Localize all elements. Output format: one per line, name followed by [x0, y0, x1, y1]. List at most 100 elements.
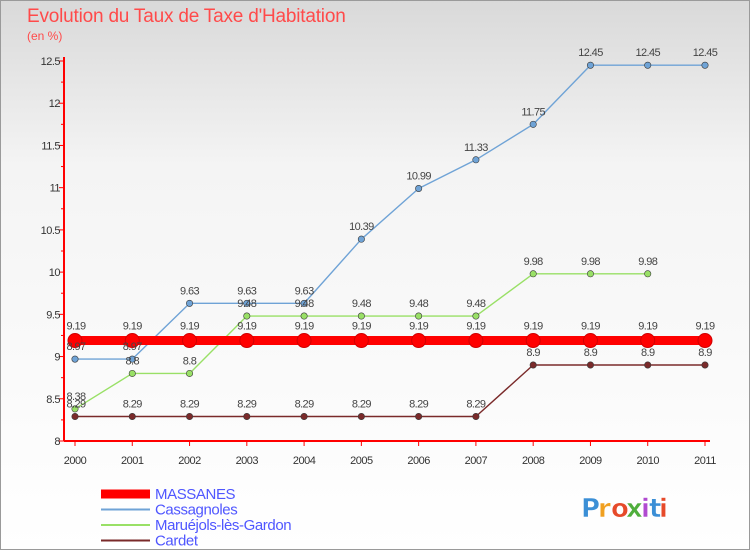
- data-point: [243, 312, 251, 320]
- y-tick-label: 8.5: [46, 394, 60, 406]
- data-label: 8.9: [698, 347, 712, 359]
- data-label: 8.9: [526, 347, 540, 359]
- labels-cassagnoles: 8.97 8.97 9.63 9.63 9.63 10.39 10.99 11.33 11.75…: [66, 47, 718, 353]
- x-tick-label: 2005: [350, 455, 373, 467]
- data-label: 8.29: [409, 399, 428, 411]
- data-label: 9.98: [581, 256, 600, 268]
- data-label: 8.97: [66, 341, 85, 353]
- data-point: [67, 333, 83, 349]
- legend-item: MASSANES: [101, 486, 236, 503]
- legend: MASSANESCassagnolesMaruéjols-lès-GardonC…: [101, 486, 292, 550]
- data-point: [124, 333, 140, 349]
- y-tick-label: 12: [49, 98, 61, 110]
- data-point: [239, 333, 255, 349]
- data-label: 9.19: [295, 321, 314, 333]
- labels-cardet: 8.29 8.29 8.29 8.29 8.29 8.29 8.29 8.29 8.9 8.9 8.…: [66, 347, 712, 411]
- legend-item: Maruéjols-lès-Gardon: [101, 517, 292, 534]
- data-label: 9.48: [352, 298, 371, 310]
- data-label: 8.9: [641, 347, 655, 359]
- labels-massanes: 9.19 9.19 9.19 9.19 9.19 9.19 9.19 9.19 9.19 9.19…: [66, 321, 715, 333]
- data-point: [586, 61, 594, 69]
- labels-maru-jols-l-s-gardon: 8.38 8.8 8.8 9.48 9.48 9.48 9.48 9.48 9.98 9.98 9.…: [66, 256, 658, 403]
- data-point: [182, 333, 198, 349]
- data-label: 11.33: [464, 142, 488, 154]
- logo-letter: P: [581, 494, 600, 524]
- data-point: [243, 413, 251, 421]
- x-tick-label: 2008: [522, 455, 545, 467]
- y-tick-label: 11.5: [41, 140, 60, 152]
- x-tick-label: 2004: [293, 455, 316, 467]
- unit-label: (en %): [27, 29, 63, 43]
- data-label: 9.98: [638, 256, 657, 268]
- data-label: 9.19: [695, 321, 714, 333]
- data-label: 8.38: [66, 391, 85, 403]
- data-point: [128, 355, 136, 363]
- x-tick-label: 2003: [236, 455, 259, 467]
- data-point: [701, 61, 709, 69]
- data-point: [415, 185, 423, 193]
- data-point: [353, 333, 369, 349]
- data-point: [186, 413, 194, 421]
- data-label: 9.48: [295, 298, 314, 310]
- data-label: 8.8: [126, 355, 140, 367]
- data-point: [472, 312, 480, 320]
- data-point: [186, 299, 194, 307]
- data-point: [300, 413, 308, 421]
- data-point: [697, 333, 713, 349]
- data-point: [468, 333, 484, 349]
- x-tick-label: 2007: [465, 455, 488, 467]
- data-point: [529, 270, 537, 278]
- data-label: 9.19: [638, 321, 657, 333]
- data-label: 9.63: [295, 285, 314, 297]
- legend-item: Cassagnoles: [101, 502, 238, 519]
- data-label: 8.29: [237, 399, 256, 411]
- data-label: 8.97: [123, 341, 142, 353]
- x-tick-label: 2000: [64, 455, 87, 467]
- data-label: 12.45: [635, 47, 660, 59]
- data-label: 12.45: [578, 47, 603, 59]
- x-tick-label: 2011: [694, 455, 716, 467]
- data-label: 11.75: [521, 106, 545, 118]
- axes: 8 8.5 9 9.5 10 10.5 11 11.5 12 12.5 2000 2001 2002 20…: [41, 56, 717, 467]
- data-label: 8.29: [123, 399, 142, 411]
- data-label: 8.29: [66, 399, 85, 411]
- data-point: [415, 413, 423, 421]
- y-tick-label: 11: [50, 183, 61, 195]
- data-point: [644, 61, 652, 69]
- data-point: [71, 355, 79, 363]
- series-layer: 8.29 8.29 8.29 8.29 8.29 8.29 8.29 8.298.9 8.9 8.…: [66, 47, 718, 421]
- logo-letter: x: [626, 494, 643, 524]
- data-point: [296, 333, 312, 349]
- data-point: [640, 333, 656, 349]
- series-cardet: [71, 361, 709, 421]
- data-label: 9.63: [180, 285, 199, 297]
- data-point: [586, 270, 594, 278]
- data-point: [582, 333, 598, 349]
- data-label: 9.19: [524, 321, 543, 333]
- legend-label: MASSANES: [155, 486, 236, 503]
- logo-letter: i: [659, 494, 668, 524]
- data-point: [128, 369, 136, 377]
- legend-item: Cardet: [101, 533, 199, 550]
- data-point: [357, 235, 365, 243]
- data-point: [529, 120, 537, 128]
- data-label: 9.19: [66, 321, 85, 333]
- logo-letter: o: [611, 494, 629, 524]
- data-label: 9.19: [581, 321, 600, 333]
- series-cassagnoles: [71, 61, 709, 363]
- series-line: [75, 364, 705, 418]
- y-tick-label: 10: [49, 267, 61, 279]
- y-tick-label: 8: [54, 436, 60, 448]
- data-point: [186, 369, 194, 377]
- data-label: 10.99: [406, 171, 431, 183]
- data-label: 8.29: [352, 399, 371, 411]
- data-point: [701, 361, 709, 369]
- data-label: 9.19: [123, 321, 142, 333]
- data-point: [357, 413, 365, 421]
- data-label: 10.39: [349, 221, 374, 233]
- y-tick-label: 12.5: [41, 56, 61, 68]
- data-label: 8.29: [180, 399, 199, 411]
- data-label: 8.29: [295, 399, 314, 411]
- data-point: [644, 361, 652, 369]
